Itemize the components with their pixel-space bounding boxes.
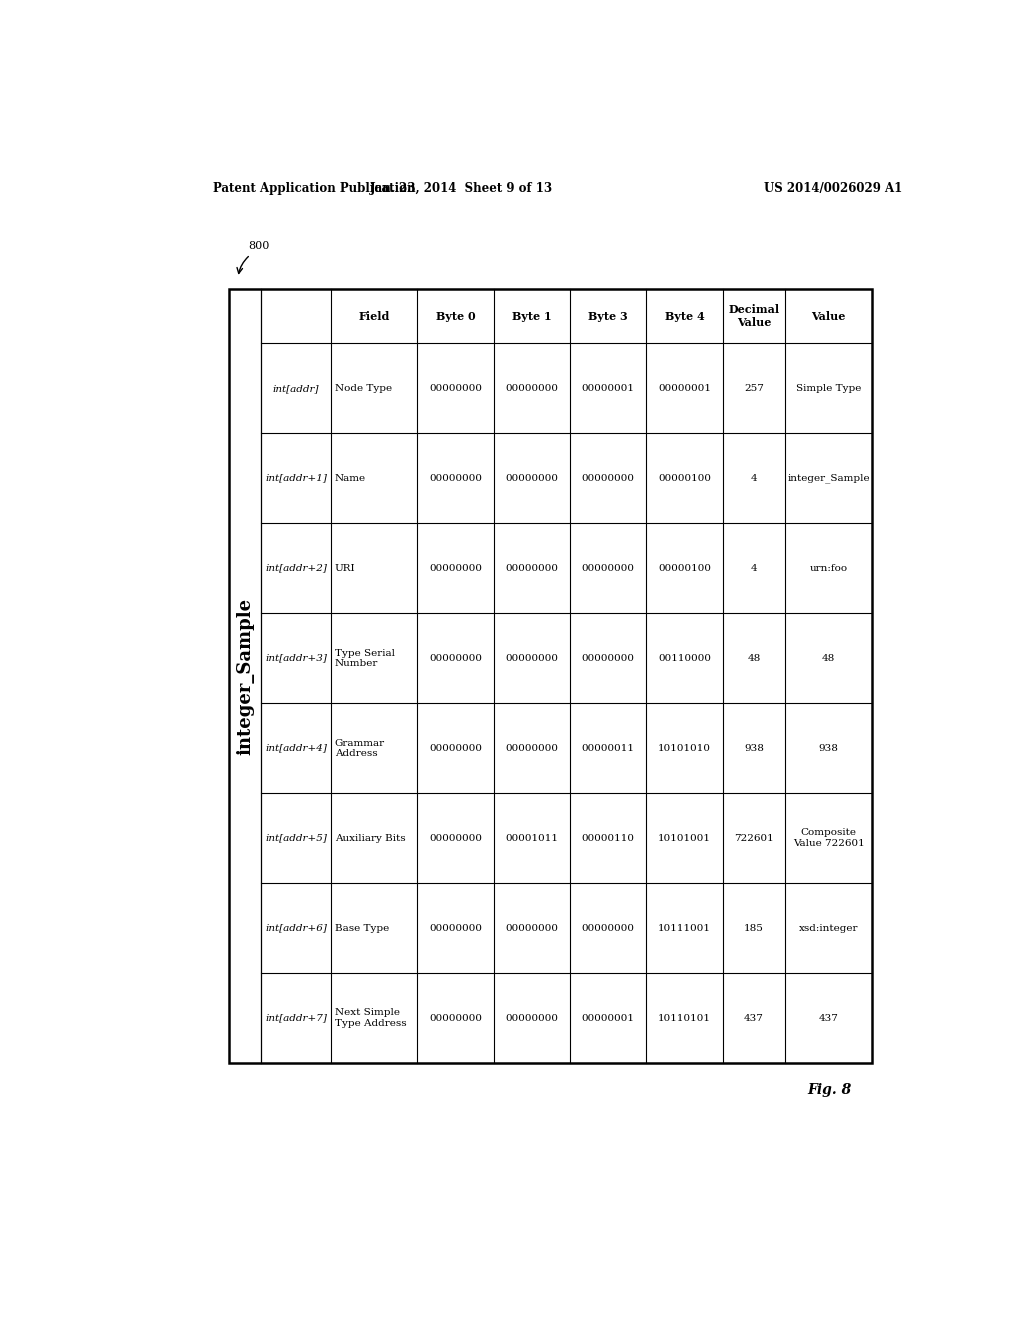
Text: Patent Application Publication: Patent Application Publication [213, 182, 416, 194]
Text: Byte 0: Byte 0 [436, 310, 475, 322]
Text: 00000000: 00000000 [429, 564, 482, 573]
Text: int[addr+1]: int[addr+1] [265, 474, 327, 483]
Text: Simple Type: Simple Type [796, 384, 861, 393]
Text: 00000000: 00000000 [506, 474, 558, 483]
Text: 938: 938 [819, 743, 839, 752]
Text: int[addr+7]: int[addr+7] [265, 1014, 327, 1023]
Text: Base Type: Base Type [335, 924, 389, 933]
Text: 48: 48 [748, 653, 761, 663]
Text: 00000000: 00000000 [506, 564, 558, 573]
Text: int[addr+6]: int[addr+6] [265, 924, 327, 933]
Text: 00000001: 00000001 [582, 1014, 635, 1023]
Text: 00000000: 00000000 [582, 653, 635, 663]
Text: 00000000: 00000000 [429, 653, 482, 663]
Text: US 2014/0026029 A1: US 2014/0026029 A1 [764, 182, 902, 194]
Text: 00001011: 00001011 [506, 834, 558, 842]
Text: 257: 257 [744, 384, 764, 393]
Text: Name: Name [335, 474, 366, 483]
Text: 10101010: 10101010 [658, 743, 711, 752]
Text: 437: 437 [819, 1014, 839, 1023]
Text: Byte 3: Byte 3 [589, 310, 628, 322]
Text: Grammar
Address: Grammar Address [335, 738, 385, 758]
Text: Value: Value [811, 310, 846, 322]
Text: 437: 437 [744, 1014, 764, 1023]
Text: Node Type: Node Type [335, 384, 392, 393]
Text: 938: 938 [744, 743, 764, 752]
Text: Jan. 23, 2014  Sheet 9 of 13: Jan. 23, 2014 Sheet 9 of 13 [370, 182, 553, 194]
Text: 00000011: 00000011 [582, 743, 635, 752]
Text: Auxiliary Bits: Auxiliary Bits [335, 834, 406, 842]
Text: 00000000: 00000000 [582, 564, 635, 573]
Text: Type Serial
Number: Type Serial Number [335, 648, 394, 668]
Text: 00000000: 00000000 [429, 834, 482, 842]
Text: 00000000: 00000000 [506, 653, 558, 663]
Text: URI: URI [335, 564, 355, 573]
Text: 00000000: 00000000 [506, 384, 558, 393]
Text: int[addr+4]: int[addr+4] [265, 743, 327, 752]
Text: 00000000: 00000000 [429, 924, 482, 933]
Text: 4: 4 [751, 564, 758, 573]
Text: 00000001: 00000001 [658, 384, 711, 393]
Text: 00000000: 00000000 [429, 384, 482, 393]
Text: Fig. 8: Fig. 8 [807, 1084, 852, 1097]
Text: 00000110: 00000110 [582, 834, 635, 842]
Text: 00000000: 00000000 [506, 1014, 558, 1023]
Text: 00000000: 00000000 [506, 924, 558, 933]
Text: Decimal
Value: Decimal Value [728, 305, 779, 329]
Bar [228, 289, 872, 1063]
Text: 00000000: 00000000 [429, 743, 482, 752]
Text: 722601: 722601 [734, 834, 774, 842]
Text: xsd:integer: xsd:integer [799, 924, 858, 933]
Text: 00000000: 00000000 [582, 924, 635, 933]
Text: Byte 1: Byte 1 [512, 310, 552, 322]
Text: int[addr+3]: int[addr+3] [265, 653, 327, 663]
Text: int[addr+2]: int[addr+2] [265, 564, 327, 573]
Text: 4: 4 [751, 474, 758, 483]
Text: 10101001: 10101001 [658, 834, 711, 842]
Text: 00000000: 00000000 [429, 1014, 482, 1023]
Text: 48: 48 [822, 653, 836, 663]
Text: 00110000: 00110000 [658, 653, 711, 663]
Text: 00000100: 00000100 [658, 564, 711, 573]
Text: Next Simple
Type Address: Next Simple Type Address [335, 1008, 407, 1028]
Text: 00000000: 00000000 [429, 474, 482, 483]
Text: int[addr+5]: int[addr+5] [265, 834, 327, 842]
Text: integer_Sample: integer_Sample [236, 598, 254, 755]
Text: Byte 4: Byte 4 [665, 310, 705, 322]
Text: 00000001: 00000001 [582, 384, 635, 393]
Text: 00000000: 00000000 [506, 743, 558, 752]
Text: urn:foo: urn:foo [810, 564, 848, 573]
Text: 185: 185 [744, 924, 764, 933]
Text: 00000000: 00000000 [582, 474, 635, 483]
Text: integer_Sample: integer_Sample [787, 474, 870, 483]
Text: 10110101: 10110101 [658, 1014, 711, 1023]
Text: 800: 800 [248, 240, 269, 251]
Text: 10111001: 10111001 [658, 924, 711, 933]
Text: Composite
Value 722601: Composite Value 722601 [793, 829, 864, 847]
Text: int[addr]: int[addr] [272, 384, 319, 393]
Text: Field: Field [358, 310, 390, 322]
Text: 00000100: 00000100 [658, 474, 711, 483]
